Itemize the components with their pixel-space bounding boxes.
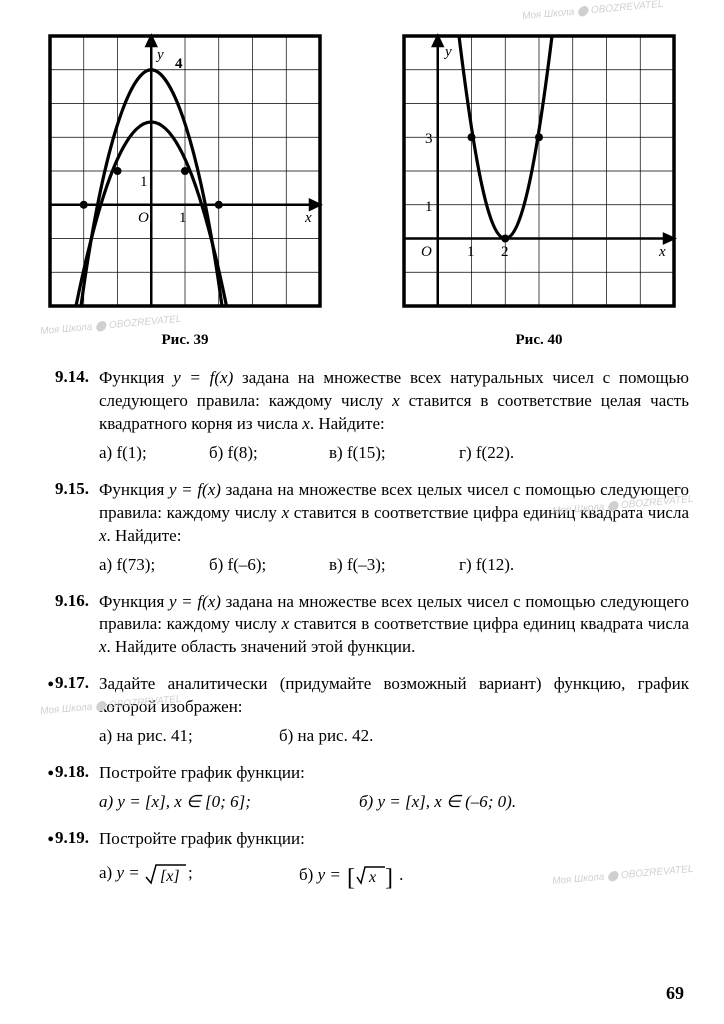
exercise-number: 9.15.	[35, 479, 99, 499]
exercise-body: Постройте график функции: а) y = [x], x …	[99, 762, 689, 814]
page-number: 69	[666, 983, 684, 1004]
option-b: б) y = [x], x ∈ (–6; 0).	[359, 791, 516, 814]
exercise-body: Функция y = f(x) задана на множестве все…	[99, 367, 689, 465]
exercise-918: 9.18. Постройте график функции: а) y = […	[35, 762, 689, 814]
svg-text:y: y	[443, 44, 452, 60]
chart-right: y 3 1 O 1 2 x	[389, 26, 689, 326]
caption-row: Рис. 39 Рис. 40	[35, 332, 689, 349]
option-b: б) f(–6);	[209, 554, 329, 577]
chart-left-svg: y 4 1 O 1 x	[35, 26, 335, 326]
option-d: г) f(12).	[459, 554, 514, 577]
svg-text:O: O	[138, 210, 149, 226]
svg-text:3: 3	[425, 131, 433, 147]
exercise-915: 9.15. Функция y = f(x) задана на множест…	[35, 479, 689, 577]
y-label: y	[155, 47, 164, 63]
exercise-917: 9.17. Задайте аналитически (придумайте в…	[35, 673, 689, 748]
svg-text:x: x	[368, 869, 376, 886]
chart-right-svg: y 3 1 O 1 2 x	[389, 26, 689, 326]
svg-text:1: 1	[425, 199, 433, 215]
svg-text:O: O	[421, 244, 432, 260]
option-b: б) f(8);	[209, 442, 329, 465]
svg-text:[: [	[347, 865, 355, 891]
exercise-916: 9.16. Функция y = f(x) задана на множест…	[35, 591, 689, 660]
svg-text:2: 2	[501, 244, 509, 260]
caption-left: Рис. 39	[35, 332, 335, 349]
exercise-number: 9.18.	[35, 762, 99, 782]
option-a: а) y = [x], x ∈ [0; 6];	[99, 791, 359, 814]
option-c: в) f(15);	[329, 442, 459, 465]
exercise-914: 9.14. Функция y = f(x) задана на множест…	[35, 367, 689, 465]
option-a: а) f(73);	[99, 554, 209, 577]
exercise-body: Функция y = f(x) задана на множестве все…	[99, 591, 689, 660]
exercise-number: 9.16.	[35, 591, 99, 611]
exercise-number: 9.19.	[35, 828, 99, 848]
option-a: а) на рис. 41;	[99, 725, 279, 748]
option-a: а) y = [x] ;	[99, 861, 299, 891]
svg-text:x: x	[658, 244, 666, 260]
exercise-number: 9.17.	[35, 673, 99, 693]
svg-text:x: x	[304, 210, 312, 226]
svg-text:]: ]	[385, 865, 393, 891]
exercise-919: 9.19. Постройте график функции: а) y = […	[35, 828, 689, 891]
watermark: Моя Школа ⬤ OBOZREVATEL	[522, 0, 664, 22]
option-b: б) на рис. 42.	[279, 725, 373, 748]
exercise-body: Функция y = f(x) задана на множестве все…	[99, 479, 689, 577]
option-d: г) f(22).	[459, 442, 514, 465]
svg-text:1: 1	[467, 244, 475, 260]
svg-text:4: 4	[175, 56, 183, 72]
caption-right: Рис. 40	[389, 332, 689, 349]
option-a: а) f(1);	[99, 442, 209, 465]
option-c: в) f(–3);	[329, 554, 459, 577]
exercise-body: Постройте график функции: а) y = [x] ; б…	[99, 828, 689, 891]
option-b: б) y = [ x ] .	[299, 861, 403, 891]
svg-text:1: 1	[140, 174, 148, 190]
charts-row: y 4 1 O 1 x	[35, 26, 689, 326]
svg-text:1: 1	[179, 210, 187, 226]
exercise-body: Задайте аналитически (придумайте возможн…	[99, 673, 689, 748]
svg-text:[x]: [x]	[160, 868, 180, 885]
chart-left: y 4 1 O 1 x	[35, 26, 335, 326]
exercise-number: 9.14.	[35, 367, 99, 387]
